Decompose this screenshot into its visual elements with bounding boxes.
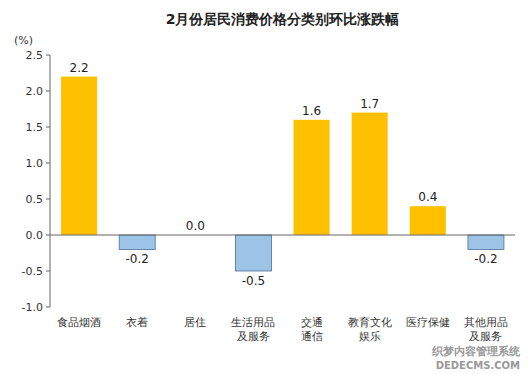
data-label: 1.6 [302, 104, 321, 118]
y-tick-label: 1.5 [26, 121, 44, 134]
x-tick-label: 食品烟酒 [57, 316, 101, 329]
x-tick-label-line: 及服务 [237, 330, 270, 343]
y-tick-label: 2.0 [26, 85, 44, 98]
y-tick [46, 235, 50, 236]
x-tick-label-line: 娱乐 [359, 330, 381, 343]
title: 2月份居民消费价格分类别环比涨跌幅 [166, 11, 400, 27]
x-tick-label-line: 及服务 [469, 330, 502, 343]
x-tick-label: 交通通信 [301, 316, 323, 343]
data-label: 2.2 [70, 61, 89, 75]
y-tick-label: 1.0 [26, 157, 44, 170]
x-tick-label-line: 医疗保健 [406, 316, 450, 329]
data-label: 1.7 [360, 97, 379, 111]
data-label: -0.2 [125, 252, 148, 266]
y-tick-label: 0.0 [26, 229, 44, 242]
x-tick-label-line: 交通 [301, 316, 323, 329]
y-tick [46, 271, 50, 272]
bar [352, 113, 388, 235]
bar [294, 120, 330, 235]
y-tick-label: 0.5 [26, 193, 44, 206]
x-tick-label-line: 生活用品 [231, 316, 275, 329]
x-tick-label: 衣着 [126, 316, 148, 329]
watermark: DEDECMS.COM [436, 360, 520, 371]
data-label: 0.0 [186, 219, 205, 233]
x-tick-label-line: 食品烟酒 [57, 316, 101, 329]
x-tick-label: 教育文化娱乐 [348, 316, 392, 343]
data-label: -0.2 [474, 252, 497, 266]
y-tick-label: 2.5 [26, 49, 44, 62]
bars [61, 77, 504, 271]
x-tick-label-line: 其他用品 [464, 316, 508, 329]
x-tick-label-line: 通信 [301, 330, 323, 343]
x-tick-label: 生活用品及服务 [231, 316, 275, 343]
x-tick-label-line: 教育文化 [348, 316, 392, 329]
x-tick-label-line: 衣着 [126, 316, 148, 329]
x-tick-label: 其他用品及服务 [464, 316, 508, 343]
x-tick-label: 医疗保健 [406, 316, 450, 329]
data-label: -0.5 [242, 274, 265, 288]
bar [410, 206, 446, 235]
y-tick [46, 55, 50, 56]
y-tick [46, 163, 50, 164]
bar [119, 235, 155, 249]
y-tick [46, 127, 50, 128]
x-axis [50, 235, 515, 236]
bar [61, 77, 97, 235]
x-tick-label: 居住 [184, 316, 206, 329]
bar [468, 235, 504, 249]
y-tick-label: -1.0 [22, 301, 43, 314]
y-axis-label: (%) [14, 34, 33, 47]
data-label: 0.4 [418, 190, 437, 204]
y-tick-label: -0.5 [22, 265, 43, 278]
watermark: 织梦内容管理系统 [431, 345, 521, 358]
bar [235, 235, 271, 271]
y-tick [46, 199, 50, 200]
y-tick [46, 307, 50, 308]
y-tick [46, 91, 50, 92]
y-axis [50, 55, 51, 307]
x-tick-label-line: 居住 [184, 316, 206, 329]
chart: 2月份居民消费价格分类别环比涨跌幅 (%) -1.0 -0.5 0.0 0.5 1.0 1.5… [0, 0, 528, 374]
